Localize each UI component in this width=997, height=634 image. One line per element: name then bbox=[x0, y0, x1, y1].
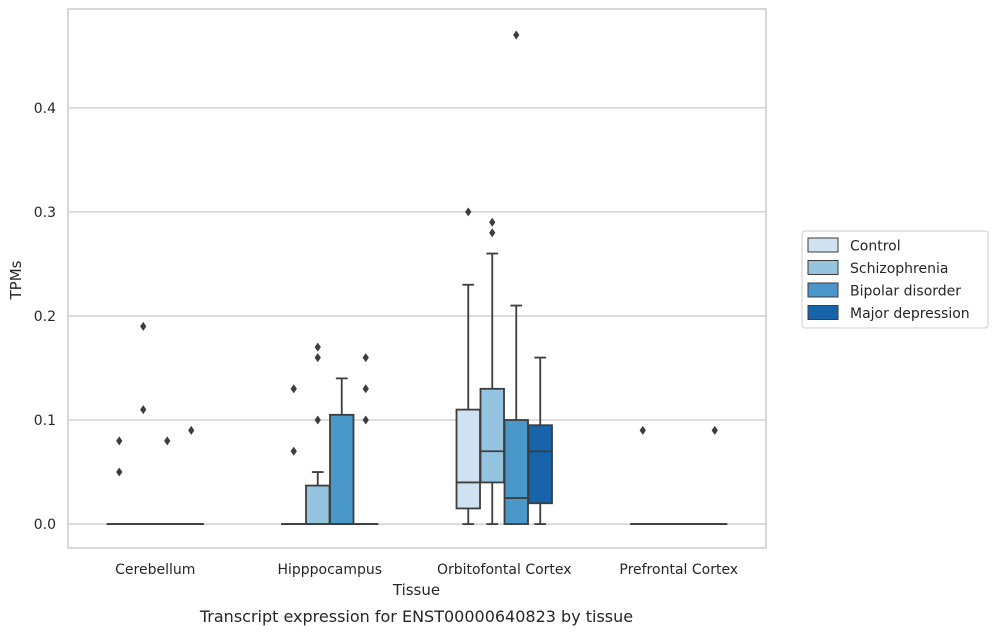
y-tick-label: 0.4 bbox=[34, 101, 56, 117]
outlier-point bbox=[489, 217, 496, 227]
outlier-point bbox=[140, 405, 147, 415]
outlier-point bbox=[140, 321, 147, 331]
outlier-point bbox=[116, 436, 123, 446]
series-major-depression bbox=[178, 353, 728, 525]
series-control bbox=[106, 207, 656, 525]
legend-label: Bipolar disorder bbox=[850, 284, 961, 300]
legend-swatch bbox=[807, 260, 839, 275]
series-schizophrenia bbox=[130, 217, 680, 525]
outlier-point bbox=[362, 353, 369, 363]
legend-label: Control bbox=[850, 239, 901, 255]
y-tick-label: 0.3 bbox=[34, 205, 56, 221]
legend-swatch bbox=[807, 282, 839, 298]
legend: Control Schizophrenia Bipolar disorder Majo… bbox=[801, 230, 989, 329]
box-mark bbox=[281, 384, 307, 525]
iqr-box bbox=[305, 484, 331, 525]
iqr-box bbox=[329, 413, 355, 525]
iqr-box bbox=[503, 419, 529, 525]
x-tick-label: Prefrontal Cortex bbox=[619, 562, 738, 578]
box-series-layer bbox=[106, 30, 728, 525]
outlier-point bbox=[639, 425, 646, 435]
series-bipolar-disorder bbox=[154, 30, 704, 525]
legend-swatch bbox=[807, 305, 839, 320]
outlier-point bbox=[314, 415, 321, 425]
outlier-point bbox=[362, 384, 369, 394]
box-mark bbox=[154, 436, 180, 525]
outlier-point bbox=[711, 425, 718, 435]
iqr-box bbox=[527, 424, 553, 505]
y-tick-label: 0.2 bbox=[34, 309, 56, 325]
box-mark bbox=[527, 356, 553, 525]
box-mark bbox=[106, 436, 132, 525]
outlier-point bbox=[314, 353, 321, 363]
y-tick-label: 0.1 bbox=[34, 413, 56, 429]
box-mark bbox=[630, 425, 656, 525]
box-mark bbox=[455, 207, 481, 525]
x-tick-label: Orbitofontal Cortex bbox=[437, 562, 572, 578]
box-mark bbox=[702, 425, 728, 525]
gridlines bbox=[68, 107, 766, 525]
box-mark bbox=[130, 321, 156, 525]
iqr-box bbox=[455, 408, 481, 510]
outlier-point bbox=[290, 446, 297, 456]
outlier-point bbox=[116, 467, 123, 477]
x-tick-label: Cerebellum bbox=[115, 562, 195, 578]
y-tick-label: 0.0 bbox=[34, 517, 56, 533]
box-mark bbox=[503, 30, 529, 525]
plot-area-frame bbox=[67, 8, 767, 549]
legend-label: Major depression bbox=[850, 306, 970, 322]
outlier-point bbox=[362, 415, 369, 425]
outlier-point bbox=[188, 425, 195, 435]
iqr-box bbox=[479, 387, 505, 484]
outlier-point bbox=[314, 342, 321, 352]
outlier-point bbox=[290, 384, 297, 394]
y-axis-ticks: 0.0 0.1 0.2 0.3 0.4 bbox=[34, 101, 56, 533]
x-axis-label: Tissue bbox=[392, 581, 440, 599]
outlier-point bbox=[489, 228, 496, 238]
legend-swatch bbox=[807, 237, 839, 253]
y-axis-label: TPMs bbox=[7, 260, 25, 300]
x-axis-ticks: Cerebellum Hipppocampus Orbitofontal Corte… bbox=[115, 562, 738, 578]
box-mark bbox=[305, 342, 331, 525]
outlier-point bbox=[164, 436, 171, 446]
legend-label: Schizophrenia bbox=[850, 261, 948, 277]
box-mark bbox=[479, 217, 505, 525]
box-mark bbox=[329, 377, 355, 525]
outlier-point bbox=[513, 30, 520, 40]
box-mark bbox=[178, 425, 204, 525]
outlier-point bbox=[465, 207, 472, 217]
box-mark bbox=[353, 353, 379, 525]
x-tick-label: Hipppocampus bbox=[277, 562, 382, 578]
legend-frame bbox=[801, 230, 989, 329]
chart-caption: Transcript expression for ENST0000064082… bbox=[199, 607, 633, 626]
